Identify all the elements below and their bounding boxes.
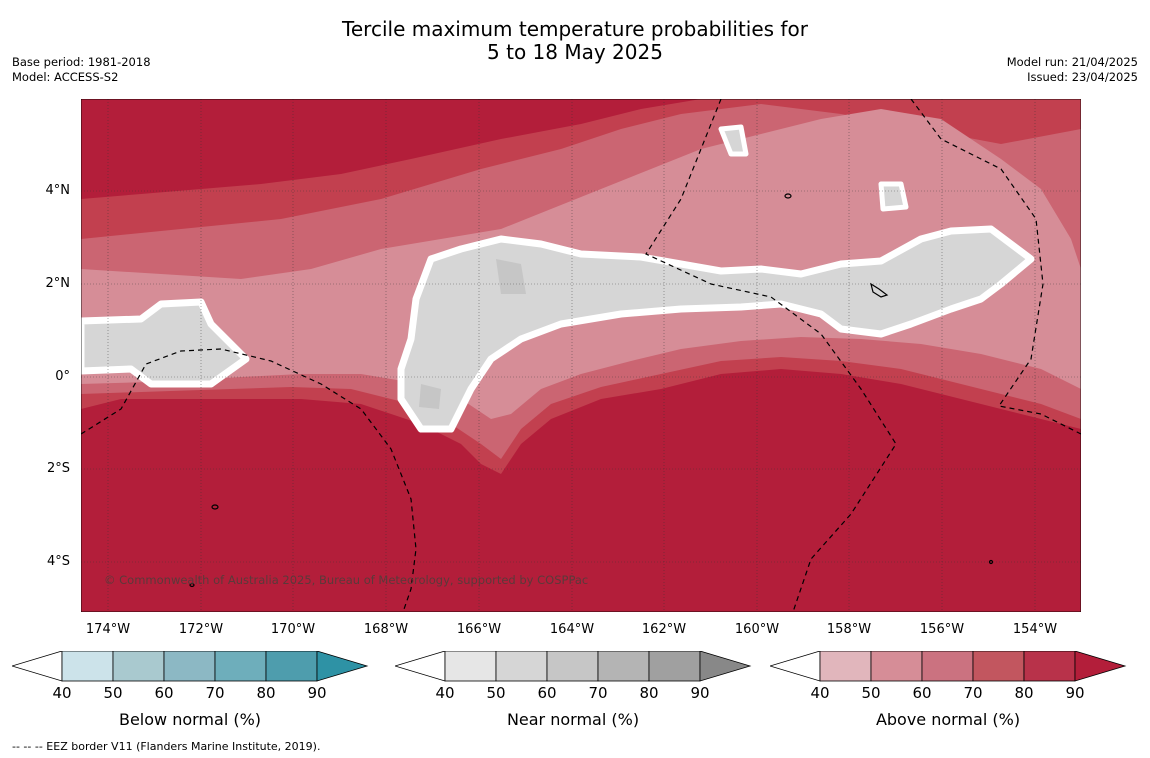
issued-date: Issued: 23/04/2025	[1027, 70, 1138, 84]
lat-label: 2°N	[45, 276, 71, 291]
near-normal-east-patch	[878, 181, 909, 212]
above-normal-colorbar	[770, 651, 1127, 682]
above-normal-tick: 90	[1065, 684, 1085, 702]
above-normal-tick: 40	[810, 684, 830, 702]
lat-label: 4°S	[46, 554, 70, 569]
above-normal-overflow	[1074, 651, 1127, 682]
above-normal-swatch	[819, 651, 872, 682]
near-normal-tick: 60	[537, 684, 557, 702]
above-normal-swatch	[1023, 651, 1076, 682]
below-normal-tick: 80	[256, 684, 276, 702]
near-normal-west-region	[81, 298, 250, 388]
lat-label: 2°S	[46, 461, 70, 476]
near-normal-dark-patch	[419, 259, 526, 409]
lon-label: 174°W	[85, 622, 131, 637]
near-normal-overflow	[699, 651, 752, 682]
eez-footnote: -- -- -- EEZ border V11 (Flanders Marine…	[12, 740, 321, 753]
above-normal-underflow	[770, 651, 821, 682]
model-run: Model run: 21/04/2025	[1006, 55, 1138, 69]
above-normal-tick: 80	[1014, 684, 1034, 702]
lon-label: 170°W	[270, 622, 316, 637]
map-title: Tercile maximum temperature probabilitie…	[0, 18, 1150, 64]
lon-label: 164°W	[549, 622, 595, 637]
title-line-1: Tercile maximum temperature probabilitie…	[342, 17, 808, 41]
model-name: Model: ACCESS-S2	[12, 70, 119, 84]
below-normal-tick: 40	[52, 684, 72, 702]
lon-label: 158°W	[826, 622, 872, 637]
lon-label: 168°W	[363, 622, 409, 637]
near-normal-tick: 80	[639, 684, 659, 702]
near-normal-tick: 40	[435, 684, 455, 702]
near-normal-label: Near normal (%)	[506, 710, 640, 729]
above-normal-label: Above normal (%)	[875, 710, 1021, 729]
near-normal-swatch	[546, 651, 599, 682]
near-normal-tick: 50	[486, 684, 506, 702]
run-info: Model run: 21/04/2025 Issued: 23/04/2025	[1007, 55, 1138, 85]
islands	[189, 193, 994, 588]
near-normal-swatch	[495, 651, 548, 682]
above-normal-tick: 50	[861, 684, 881, 702]
near-normal-swatch	[648, 651, 701, 682]
near-normal-tick: 90	[690, 684, 710, 702]
near-normal-underflow	[395, 651, 446, 682]
lon-label: 160°W	[734, 622, 780, 637]
near-normal-colorbar	[395, 651, 752, 682]
below-normal-swatch	[265, 651, 318, 682]
above-normal-swatch	[921, 651, 974, 682]
above-normal-tick: 60	[912, 684, 932, 702]
below-normal-overflow	[316, 651, 369, 682]
below-normal-underflow	[12, 651, 63, 682]
near-normal-swatch	[444, 651, 497, 682]
lon-label: 154°W	[1012, 622, 1058, 637]
above-normal-tick: 70	[963, 684, 983, 702]
below-normal-swatch	[214, 651, 267, 682]
lat-label: 4°N	[45, 183, 71, 198]
below-normal-swatch	[61, 651, 114, 682]
title-line-2: 5 to 18 May 2025	[487, 40, 663, 64]
near-normal-swatch	[597, 651, 650, 682]
near-normal-tick: 70	[588, 684, 608, 702]
copyright-notice: © Commonwealth of Australia 2025, Bureau…	[104, 573, 589, 587]
model-info: Base period: 1981-2018 Model: ACCESS-S2	[12, 55, 151, 85]
near-normal-north-patch	[718, 124, 749, 157]
base-period: Base period: 1981-2018	[12, 55, 151, 69]
lat-label: 0°	[55, 369, 70, 384]
below-normal-swatch	[163, 651, 216, 682]
lon-label: 162°W	[641, 622, 687, 637]
below-normal-label: Below normal (%)	[118, 710, 262, 729]
above-normal-swatch	[870, 651, 923, 682]
below-normal-colorbar	[12, 651, 369, 682]
below-normal-swatch	[112, 651, 165, 682]
lon-label: 156°W	[919, 622, 965, 637]
below-normal-tick: 50	[103, 684, 123, 702]
near-normal-region	[397, 225, 1035, 433]
below-normal-tick: 70	[205, 684, 225, 702]
lon-label: 172°W	[178, 622, 224, 637]
probability-map	[81, 99, 1081, 612]
eez-borders	[81, 99, 1081, 612]
above-normal-swatch	[972, 651, 1025, 682]
lon-label: 166°W	[456, 622, 502, 637]
below-normal-tick: 60	[154, 684, 174, 702]
below-normal-tick: 90	[307, 684, 327, 702]
